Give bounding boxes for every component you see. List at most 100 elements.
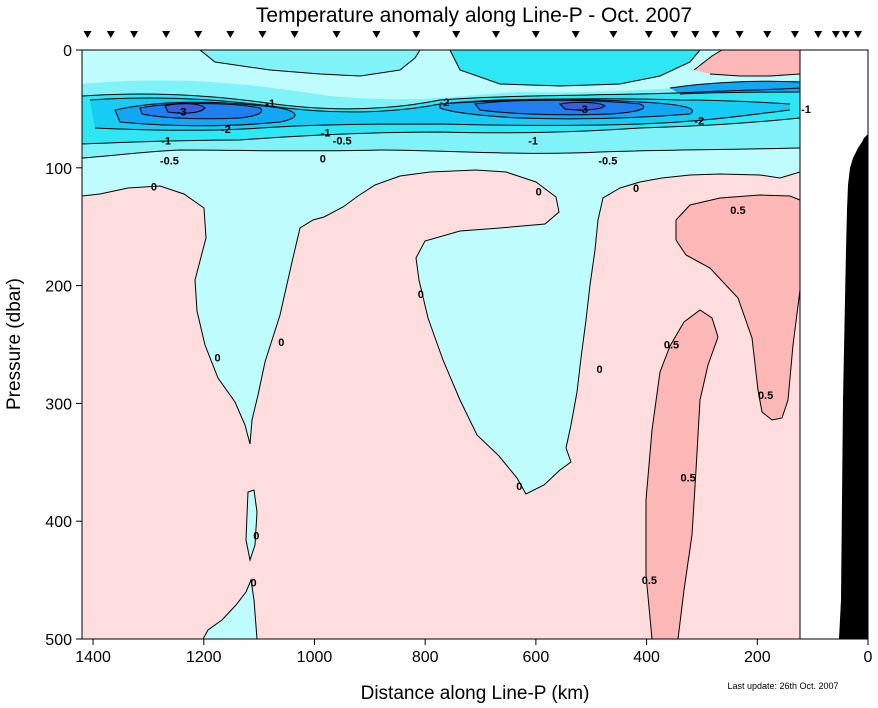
y-tick-label: 300	[45, 396, 72, 413]
contour-label: 0	[151, 182, 157, 194]
region-cyan-top-west	[200, 50, 420, 76]
contour-label: -3	[578, 104, 588, 116]
station-marker	[452, 31, 461, 38]
contour-label: 0	[536, 186, 542, 198]
x-tick-label: 0	[864, 649, 873, 666]
contour-minus-0p5	[82, 147, 801, 159]
contour-east-surface-lines	[693, 50, 801, 77]
contour-label: -0.5	[598, 156, 617, 168]
station-marker	[83, 31, 92, 38]
contour-label: 0	[516, 481, 522, 493]
contour-zero-main	[82, 169, 801, 495]
contour-minus-2-east-surface	[669, 80, 801, 95]
region-core-minus-3-east	[560, 102, 605, 110]
station-marker	[194, 31, 203, 38]
contour-minus-2-west	[114, 101, 296, 127]
anomaly-fill-regions	[82, 50, 800, 639]
region-cyan-deep-patch	[246, 490, 257, 560]
station-marker	[106, 31, 115, 38]
station-marker	[790, 31, 799, 38]
contour-label: -3	[177, 106, 187, 118]
y-tick-label: 400	[45, 514, 72, 531]
station-marker	[571, 31, 580, 38]
x-tick-label: 1000	[297, 649, 333, 666]
x-axis: 1400 1200 1000 800 600 400 200 0	[75, 639, 873, 666]
station-marker	[735, 31, 744, 38]
contour-label: 0	[596, 364, 602, 376]
region-pink-deep-east	[646, 310, 718, 639]
station-marker	[691, 31, 700, 38]
station-marker	[609, 31, 618, 38]
contour-label: 0	[320, 153, 326, 165]
station-marker	[226, 31, 235, 38]
contour-0p5-deep-east	[645, 309, 719, 639]
contour-label: -1	[321, 127, 331, 139]
x-tick-label: 400	[633, 649, 660, 666]
bathymetry-seafloor	[839, 134, 868, 639]
x-tick-label: 200	[744, 649, 771, 666]
x-tick-label: 800	[412, 649, 439, 666]
contour-label: -2	[440, 97, 450, 109]
contour-minus-2-east	[439, 98, 693, 120]
x-tick-label: 600	[523, 649, 550, 666]
contour-label: -0.5	[333, 136, 352, 148]
y-axis: 0 100 200 300 400 500	[45, 43, 82, 649]
station-marker	[644, 31, 653, 38]
region-cyan-surface-layer	[82, 50, 800, 494]
contour-zero-bottom	[202, 578, 258, 639]
contour-label: 0.5	[680, 473, 695, 485]
contour-labels: -3-1 -2-3-2-1-2-1-1-0.5 -1-0.5 0 -0.50 0 00.50…	[151, 97, 811, 590]
station-markers	[83, 31, 863, 38]
station-marker	[332, 31, 341, 38]
contour-minus-2p5-east	[474, 99, 645, 116]
station-marker	[670, 31, 679, 38]
contour-minus-3-east	[558, 101, 606, 111]
contour-label: 0	[215, 352, 221, 364]
plot-area: -3-1 -2-3-2-1-2-1-1-0.5 -1-0.5 0 -0.50 0 00.50…	[82, 50, 868, 639]
station-marker	[290, 31, 299, 38]
x-tick-label: 1200	[186, 649, 222, 666]
contour-label: 0	[633, 183, 639, 195]
station-marker	[711, 31, 720, 38]
contour-label: 0	[418, 289, 424, 301]
contour-minus-1-lower	[82, 117, 801, 145]
contour-label: 0.5	[758, 390, 773, 402]
contour-label: -2	[221, 124, 231, 136]
station-marker	[258, 31, 267, 38]
x-axis-title: Distance along Line-P (km)	[361, 683, 590, 704]
contour-label: 0.5	[664, 340, 679, 352]
region-pink-east-lens	[676, 195, 800, 420]
contour-label: -1	[528, 136, 538, 148]
y-axis-title: Pressure (dbar)	[4, 278, 25, 410]
contour-lines	[82, 50, 801, 639]
contour-label: -2	[694, 116, 704, 128]
y-tick-label: 100	[45, 161, 72, 178]
contour-label: 0	[278, 337, 284, 349]
contour-label: 0	[251, 577, 257, 589]
station-marker	[841, 31, 850, 38]
contour-minus-1-upper	[82, 87, 801, 110]
station-marker	[814, 31, 823, 38]
y-tick-label: 200	[45, 279, 72, 296]
y-tick-label: 500	[45, 632, 72, 649]
station-marker	[763, 31, 772, 38]
contour-label: -1	[265, 98, 275, 110]
station-marker	[831, 31, 840, 38]
contour-label: -0.5	[160, 156, 179, 168]
station-marker	[162, 31, 171, 38]
y-tick-label: 0	[63, 43, 72, 60]
x-tick-label: 1400	[75, 649, 111, 666]
contour-minus-1-top-center	[449, 50, 701, 87]
contour-label: 0	[253, 530, 259, 542]
contour-minus-1-top-west	[199, 50, 421, 77]
station-marker	[412, 31, 421, 38]
station-marker	[854, 31, 863, 38]
contour-label: 0.5	[730, 205, 745, 217]
station-marker	[372, 31, 381, 38]
plot-frame	[81, 49, 869, 640]
contour-label: -1	[801, 104, 811, 116]
region-pink-surface-east	[694, 50, 800, 76]
chart-title: Temperature anomaly along Line-P - Oct. …	[256, 4, 692, 27]
last-update-note: Last update: 26th Oct. 2007	[727, 681, 838, 691]
